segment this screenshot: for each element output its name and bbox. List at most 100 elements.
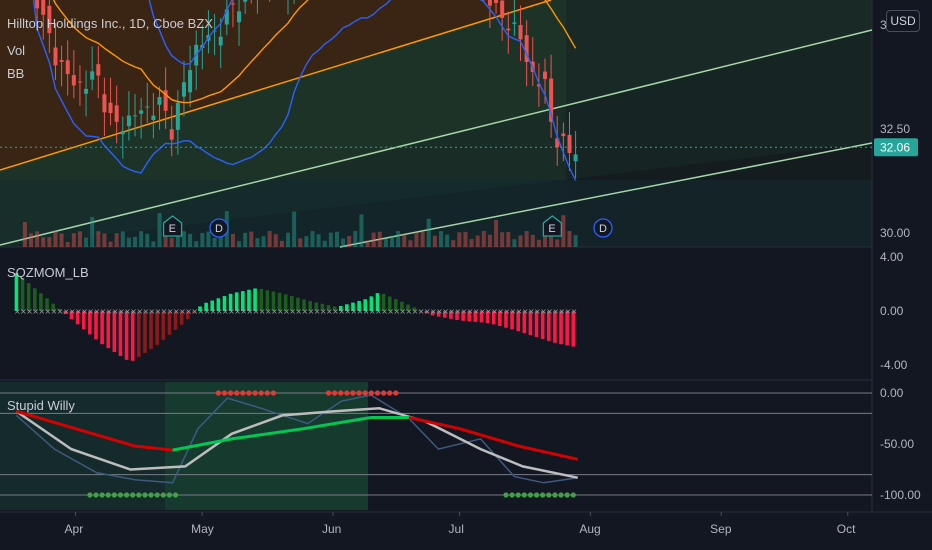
willy-overbought-dot [234,390,240,396]
willy-overbought-dot [356,390,362,396]
volume-bar [65,241,70,247]
sqz-cross: × [240,307,247,316]
willy-overbought-dot [240,390,246,396]
volume-bar [561,215,566,247]
volume-bar [84,237,89,247]
volume-bar [243,232,248,247]
candle-body [151,115,156,120]
willy-pane-title[interactable]: Stupid Willy [7,398,75,413]
volume-bar [120,231,125,247]
sqz-cross: × [473,307,480,316]
sqzmom-pane-title[interactable]: SQZMOM_LB [7,265,89,280]
sqz-bar [467,311,472,322]
willy-overbought-dot [374,390,381,396]
volume-bar [494,219,499,247]
sqz-bar [222,296,227,311]
volume-bar [145,233,150,247]
sqz-cross: × [406,307,413,316]
vol-indicator-label[interactable]: Vol [7,43,26,58]
event-label: E [548,223,555,235]
sqz-cross: × [161,307,168,316]
sqz-cross: × [485,307,492,316]
sqz-bar [57,308,62,311]
sqz-bar [345,304,349,311]
sqz-cross: × [271,307,278,316]
sqz-cross: × [234,307,241,316]
sqz-cross: × [124,307,131,316]
willy-tick-label: -100.00 [880,488,921,502]
candle-body [47,5,52,34]
volume-bar [347,236,352,247]
sqz-bar [204,302,208,311]
volume-bar [463,231,468,247]
candle-body [157,96,162,105]
sqz-cross: × [32,307,39,316]
willy-oversold-dot [123,492,130,498]
volume-bar [212,237,217,247]
sqz-cross: × [45,307,52,316]
willy-slow-line [231,427,304,441]
willy-overbought-dot [393,390,399,396]
candle-body [35,0,40,9]
willy-oversold-dot [148,492,154,498]
volume-bar [41,237,46,247]
candle-body [567,134,572,153]
willy-overbought-dot [246,390,252,396]
sqz-tick-label: -4.00 [880,358,908,372]
sqz-cross: × [399,307,406,316]
candle-body [108,102,113,114]
sqz-bar [289,296,294,311]
channel-lower-line [339,142,873,248]
sqz-bar [369,296,374,311]
willy-overbought-dot [332,390,338,396]
volume-bar [408,240,413,247]
willy-slow-line [518,444,579,461]
volume-bar [47,237,52,247]
sqz-bar [100,311,104,345]
bb-indicator-label[interactable]: BB [7,66,25,81]
willy-oversold-dot [564,492,570,498]
sqz-cross: × [552,307,559,316]
candle-body [512,22,517,24]
willy-oversold-dot [552,492,558,498]
willy-oversold-dot [527,492,534,498]
sqz-cross: × [51,307,58,316]
volume-bar [438,231,443,247]
volume-bar [285,232,290,247]
sqz-cross: × [528,307,535,316]
sqz-cross: × [136,307,143,316]
volume-bar [22,222,27,247]
sqz-cross: × [259,307,266,316]
volume-bar [77,231,82,247]
sqz-cross: × [559,307,566,316]
volume-bar [230,233,235,247]
sqz-bar [522,311,527,334]
candle-body [181,82,186,97]
volume-bar [28,233,33,247]
sqz-bar [81,311,86,330]
volume-bar [255,238,260,247]
sqz-cross: × [497,307,504,316]
sqz-cross: × [302,307,309,316]
sqz-bar [149,311,153,350]
sqz-bar [400,301,404,311]
sqz-cross: × [265,307,272,316]
sqz-cross: × [314,307,321,316]
willy-overbought-dot [258,390,264,396]
sqz-bar [363,299,368,311]
sqz-cross: × [516,307,523,316]
sqz-bar [338,305,343,311]
sqz-cross: × [387,307,394,316]
sqz-bar [234,292,239,311]
time-tick-label: Oct [837,522,856,536]
sqz-cross: × [118,307,125,316]
volume-bar [114,233,119,247]
volume-bar [304,236,309,247]
candle-body [218,36,223,46]
sqz-cross: × [424,307,431,316]
volume-bar [188,233,193,247]
candle-body [84,88,89,94]
currency-button[interactable]: USD [886,10,920,32]
volume-bar [96,231,101,247]
